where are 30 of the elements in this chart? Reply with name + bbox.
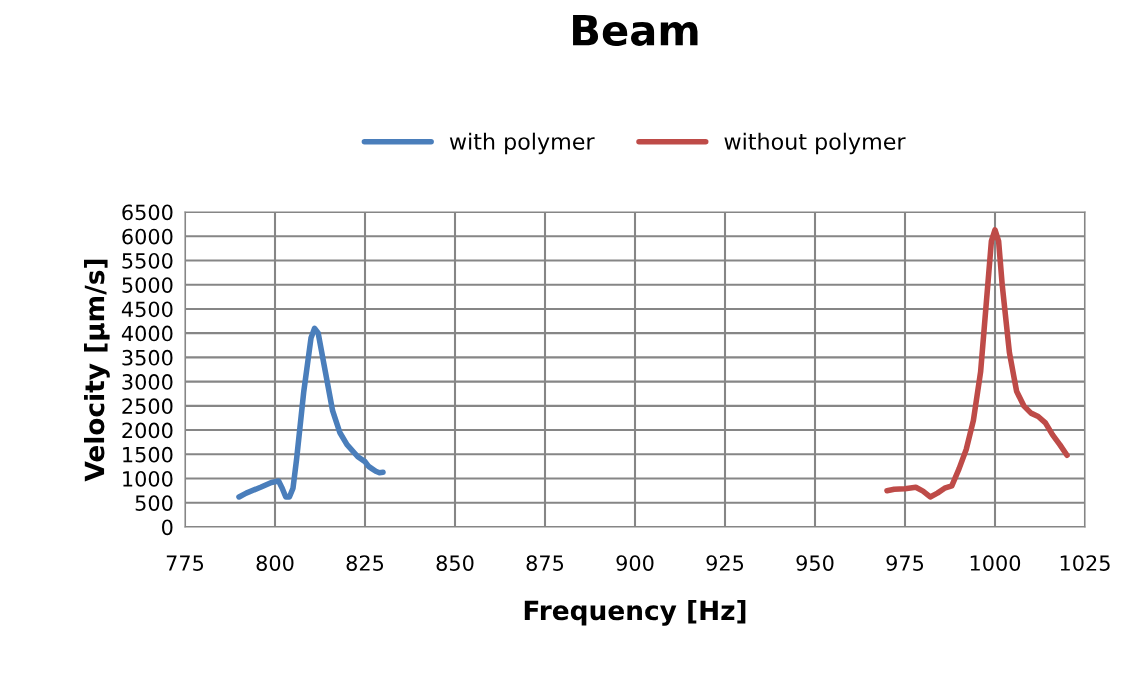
y-tick-label: 3500: [122, 349, 173, 366]
y-tick-label: 0: [162, 519, 173, 536]
legend-label: with polymer: [449, 132, 595, 155]
y-tick-label: 6000: [122, 228, 173, 245]
y-tick-label: 5000: [122, 277, 173, 293]
x-tick-label: 1000: [970, 555, 1021, 571]
y-tick-label: 1500: [123, 446, 173, 463]
x-tick-label: 950: [796, 555, 834, 571]
x-tick-label: 850: [436, 555, 474, 571]
x-tick-label: 775: [166, 555, 204, 571]
x-axis-title: Frequency [Hz]: [524, 599, 746, 626]
y-tick-label: 5500: [122, 252, 173, 269]
y-tick-label: 4500: [121, 301, 173, 318]
chart-title: Beam: [573, 14, 698, 46]
y-tick-label: 4000: [121, 325, 173, 342]
y-tick-label: 3000: [122, 374, 173, 390]
x-tick-label: 825: [346, 555, 384, 571]
y-tick-label: 2500: [122, 398, 173, 415]
y-tick-label: 2000: [122, 422, 173, 439]
x-tick-label: 900: [616, 555, 654, 571]
x-tick-label: 875: [526, 555, 564, 571]
y-axis-title: Velocity [µm/s]: [84, 259, 110, 482]
y-tick-label: 500: [135, 495, 173, 511]
x-tick-label: 975: [886, 555, 924, 571]
y-tick-label: 1000: [123, 470, 173, 487]
x-tick-label: 800: [256, 555, 294, 571]
legend-label: without polymer: [724, 132, 906, 155]
x-tick-label: 1025: [1060, 555, 1110, 571]
y-tick-label: 6500: [122, 204, 173, 221]
x-tick-label: 925: [706, 555, 744, 571]
